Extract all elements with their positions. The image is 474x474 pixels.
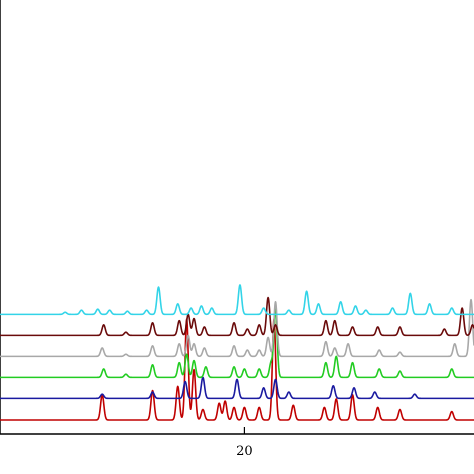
x-axis-ticks: 20 xyxy=(236,427,253,459)
x-tick-label-1: 20 xyxy=(236,444,253,459)
series-line-5 xyxy=(0,296,474,337)
series-line-3 xyxy=(0,306,474,379)
series-line-4 xyxy=(0,298,474,358)
series-line-2 xyxy=(0,376,474,400)
series-line-1 xyxy=(0,318,474,421)
plot-frame xyxy=(0,0,474,435)
series-line-6 xyxy=(0,284,474,316)
series-group xyxy=(0,284,474,421)
